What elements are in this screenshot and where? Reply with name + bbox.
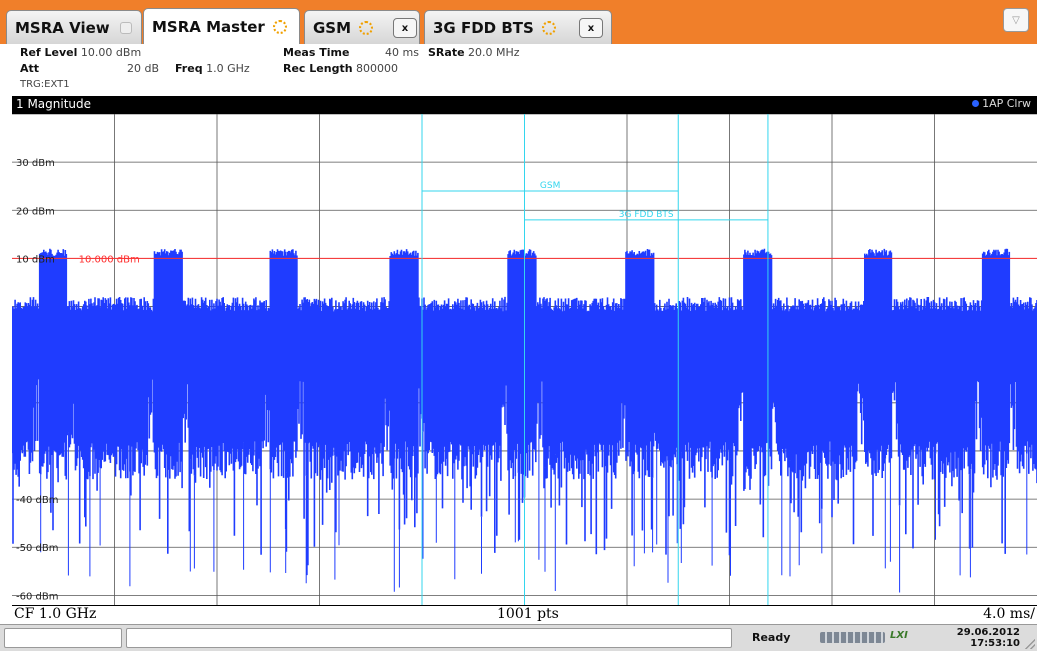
meas-time-label[interactable]: Meas Time [283,46,350,59]
trace-1-spikes [40,403,1028,593]
status-bar: Ready LXI 29.06.2012 17:53:10 [0,624,1037,651]
trace-dot-icon [972,100,980,107]
y-tick-label: 10 dBm [16,254,55,265]
tab-menu-button[interactable]: ▽ [1003,8,1029,32]
sweep-points: 1001 pts [497,606,559,622]
trace-info: 1AP Clrw [972,97,1031,110]
status-time: 17:53:10 [970,638,1020,649]
tab-msra-master[interactable]: MSRA Master [143,8,300,44]
att-value: 20 dB [127,62,160,75]
rec-length-label: Rec Length [283,62,353,75]
status-field-2 [126,628,732,648]
window-title: 1 Magnitude [16,97,92,111]
plot-footer: CF 1.0 GHz 1001 pts 4.0 ms/ [12,605,1037,624]
date-time: 29.06.2012 17:53:10 [935,627,1020,649]
freq-setting[interactable]: Freq 1.0 GHz [175,62,250,75]
meas-time-value: 40 ms [385,46,419,59]
close-tab-button[interactable]: x [393,18,417,38]
tab-gsm[interactable]: GSM x [304,10,420,44]
trace-label: 1AP Clrw [982,97,1031,110]
settings-bar: Ref Level 10.00 dBm Att 20 dB Freq 1.0 G… [0,44,1037,96]
srate-value: 20.0 MHz [468,46,520,59]
progress-bar [820,632,885,643]
status-date: 29.06.2012 [956,627,1020,638]
srate-label: SRate [428,46,465,59]
tab-label: GSM [313,18,352,37]
tab-label: MSRA Master [152,17,265,36]
rec-length-setting[interactable]: Rec Length 800000 [283,62,398,75]
trigger-source: TRG:EXT1 [20,79,70,90]
y-tick-label: -40 dBm [16,495,58,506]
channel-label: GSM [540,181,560,191]
ref-level-setting[interactable]: Ref Level 10.00 dBm [20,46,141,59]
freq-label: Freq [175,62,203,75]
magnitude-chart[interactable]: 10.000 dBm 30 dBm 20 dBm 10 dBm -40 dBm -50 d… [12,114,1037,605]
rec-length-value: 800000 [356,62,399,75]
y-tick-label: 30 dBm [16,158,55,169]
magnitude-plot[interactable]: 10.000 dBm 30 dBm 20 dBm 10 dBm -40 dBm -50 d… [12,114,1037,605]
y-tick-label: 20 dBm [16,206,55,217]
window-icon [119,21,132,34]
center-frequency: CF 1.0 GHz [14,606,97,622]
tab-3g-fdd-bts[interactable]: 3G FDD BTS x [424,10,612,44]
tab-bar: MSRA View MSRA Master GSM x 3G FDD BTS x… [0,0,1037,44]
reference-level-label: 10.000 dBm [79,254,140,265]
ref-level-value: 10.00 dBm [80,46,142,59]
att-label[interactable]: Att [20,62,40,75]
tab-label: 3G FDD BTS [433,18,534,37]
channel-label: 3G FDD BTS [619,210,674,220]
resize-grip-icon[interactable] [1025,639,1035,649]
ref-level-label: Ref Level [20,46,78,59]
y-tick-label: -60 dBm [16,591,58,602]
lxi-icon: LXI [890,630,908,641]
freq-value: 1.0 GHz [206,62,250,75]
time-per-division: 4.0 ms/ [983,606,1035,622]
status-field-1 [4,628,122,648]
tab-msra-view[interactable]: MSRA View [6,10,142,44]
close-tab-button[interactable]: x [579,18,603,38]
srate-setting[interactable]: SRate 20.0 MHz [428,46,520,59]
y-tick-label: -50 dBm [16,543,58,554]
busy-spinner-icon [541,20,556,35]
tab-label: MSRA View [15,18,110,37]
status-ready: Ready [752,631,791,644]
busy-spinner-icon [272,19,287,34]
magnitude-window-header[interactable]: 1 Magnitude 1AP Clrw [12,96,1037,114]
trace-1 [12,248,1037,556]
busy-spinner-icon [359,20,374,35]
